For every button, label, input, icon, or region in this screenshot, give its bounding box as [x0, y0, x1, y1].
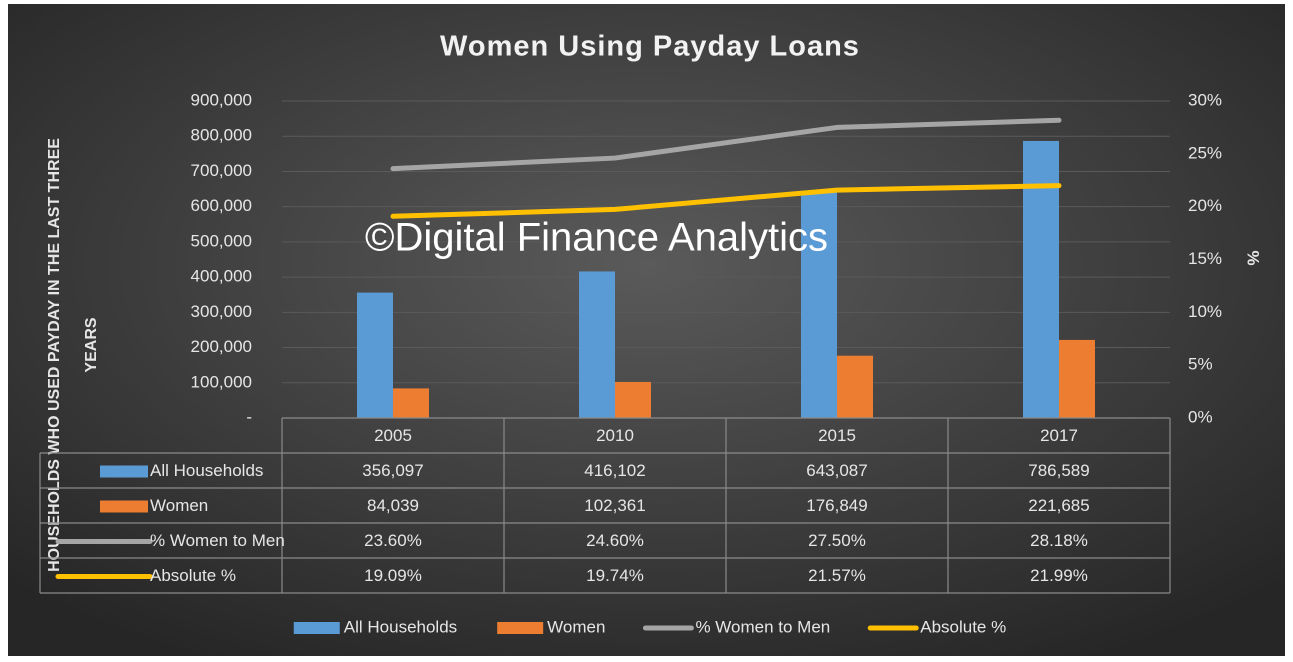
legend-key	[497, 622, 544, 634]
table-cell: 84,039	[367, 496, 419, 515]
legend-label: % Women to Men	[695, 617, 830, 636]
table-cell: 416,102	[584, 461, 645, 480]
table-row-label: Women	[150, 496, 208, 515]
table-cell: 19.74%	[586, 566, 644, 585]
table-cell: 28.18%	[1030, 531, 1088, 550]
bar	[579, 271, 615, 418]
bar	[837, 355, 873, 418]
x-tick-label: 2017	[1040, 426, 1078, 445]
table-cell: 24.60%	[586, 531, 644, 550]
y-tick-label: 900,000	[191, 90, 252, 109]
y-tick-label: 800,000	[191, 126, 252, 145]
x-tick-label: 2015	[818, 426, 856, 445]
table-cell: 19.09%	[364, 566, 422, 585]
table-cell: 176,849	[806, 496, 867, 515]
legend-key	[293, 622, 340, 634]
y-tick-label: 600,000	[191, 196, 252, 215]
table-row-label: All Households	[150, 461, 263, 480]
y-tick-label: 700,000	[191, 161, 252, 180]
table-cell: 21.57%	[808, 566, 866, 585]
chart-title: Women Using Payday Loans	[440, 31, 860, 63]
y2-tick-label: 5%	[1188, 355, 1213, 374]
line	[390, 183, 1062, 219]
table-cell: 23.60%	[364, 531, 422, 550]
y2-axis-label: %	[1244, 250, 1263, 265]
table-cell: 102,361	[584, 496, 645, 515]
bar	[393, 388, 429, 418]
y-tick-label: 200,000	[191, 337, 252, 356]
y2-tick-label: 25%	[1188, 143, 1222, 162]
y-axis-label: HOUSEHOLDS WHO USED PAYDAY IN THE LAST T…	[46, 138, 63, 572]
line	[390, 117, 1062, 172]
table-row-label: Absolute %	[150, 566, 236, 585]
y-tick-label: 400,000	[191, 267, 252, 286]
y-tick-label: 300,000	[191, 302, 252, 321]
legend-label: Women	[547, 617, 605, 636]
y-tick-label: -	[246, 407, 252, 426]
table-cell: 643,087	[806, 461, 867, 480]
y-tick-label: 100,000	[191, 372, 252, 391]
bar	[801, 191, 837, 418]
chart-background	[8, 4, 1285, 656]
bar	[1023, 140, 1059, 419]
legend-label: Absolute %	[920, 617, 1006, 636]
bar	[1059, 339, 1095, 418]
y-axis-label: YEARS	[83, 317, 100, 372]
table-cell: 21.99%	[1030, 566, 1088, 585]
x-tick-label: 2010	[596, 426, 634, 445]
y2-tick-label: 10%	[1188, 302, 1222, 321]
legend-key	[100, 500, 148, 513]
y-tick-label: 500,000	[191, 231, 252, 250]
table-row-label: % Women to Men	[150, 531, 285, 550]
bar	[357, 292, 393, 418]
table-cell: 27.50%	[808, 531, 866, 550]
table-cell: 786,589	[1028, 461, 1089, 480]
watermark: ©Digital Finance Analytics	[365, 216, 828, 260]
x-tick-label: 2005	[374, 426, 412, 445]
legend-key	[100, 465, 148, 478]
table-cell: 221,685	[1028, 496, 1089, 515]
y2-tick-label: 20%	[1188, 196, 1222, 215]
y2-tick-label: 15%	[1188, 249, 1222, 268]
y2-tick-label: 0%	[1188, 407, 1213, 426]
y2-tick-label: 30%	[1188, 90, 1222, 109]
legend-label: All Households	[344, 617, 457, 636]
bar	[615, 381, 651, 418]
table-cell: 356,097	[362, 461, 423, 480]
